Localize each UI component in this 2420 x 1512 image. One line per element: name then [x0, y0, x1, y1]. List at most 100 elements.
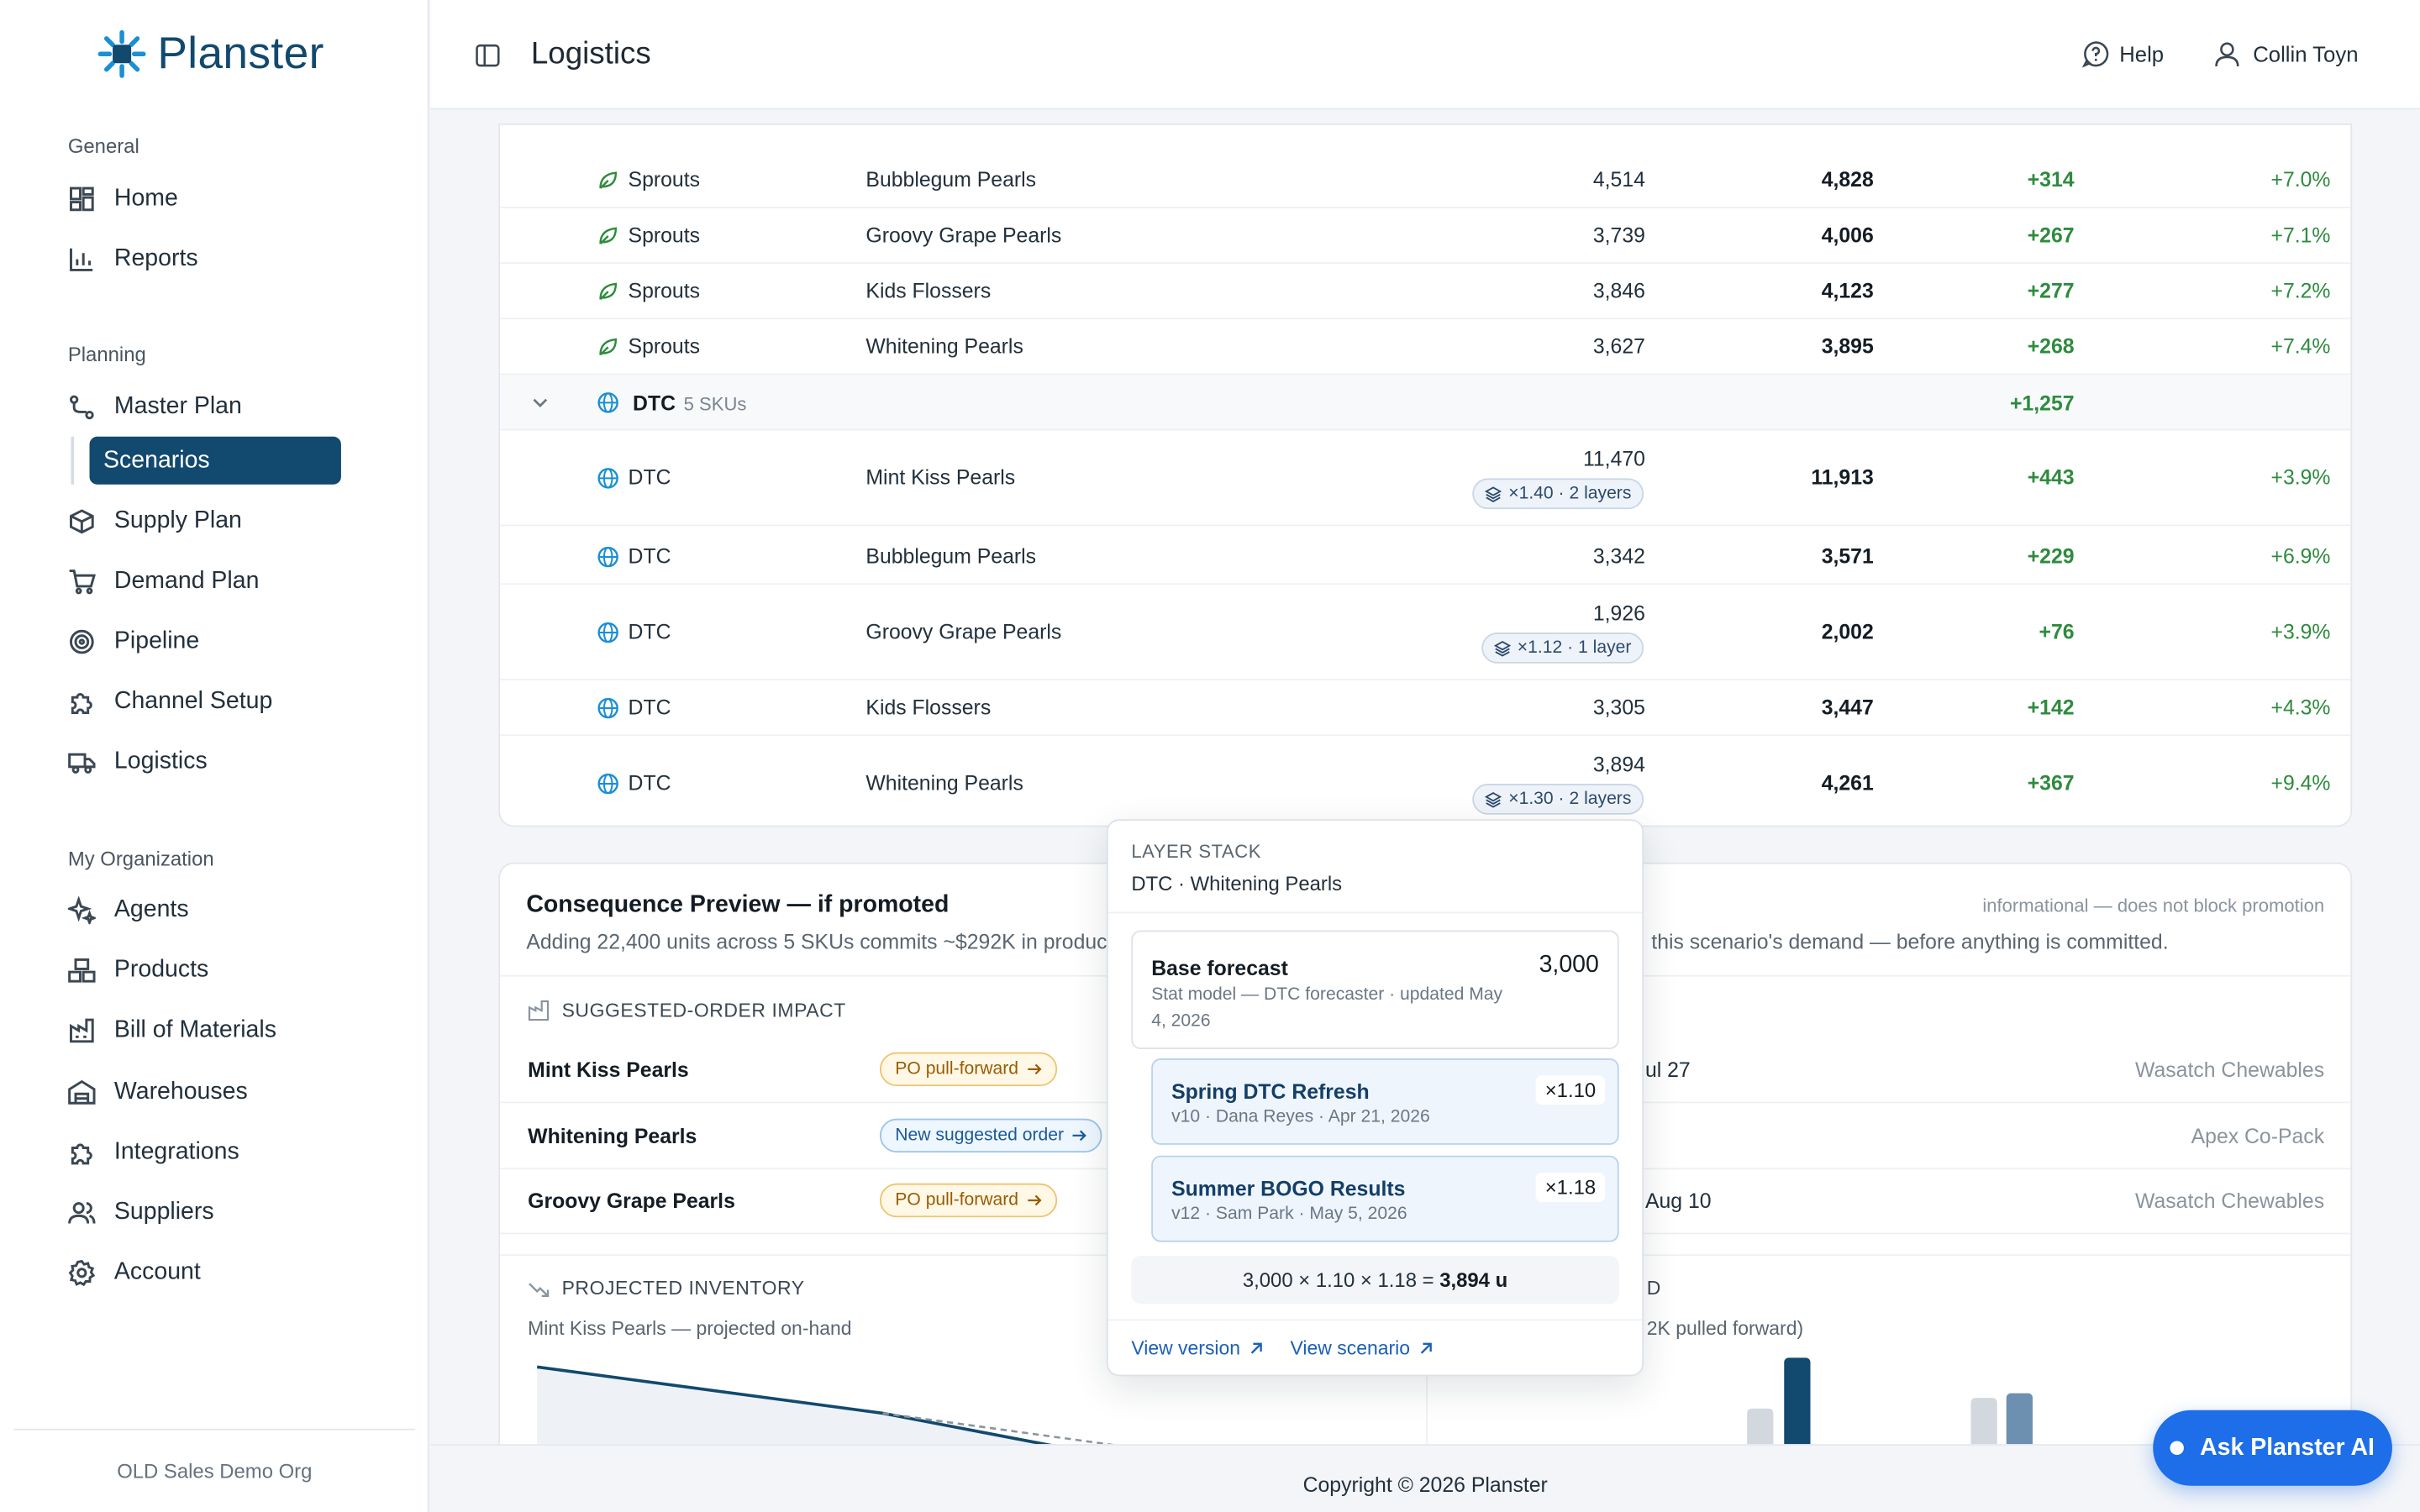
nav-bill-of-materials[interactable]: Bill of Materials: [68, 1007, 276, 1053]
impact-supplier: Apex Co-Pack: [2191, 1124, 2325, 1147]
row-sku: Whitening Pearls: [865, 334, 1023, 359]
row-channel: DTC: [628, 696, 671, 719]
user-menu[interactable]: Collin Toyn: [2212, 40, 2359, 68]
table-row[interactable]: DTC Kids Flossers 3,305 3,447 +142 +4.3%: [500, 680, 2351, 737]
impact-action-pill[interactable]: PO pull-forward: [879, 1183, 1057, 1218]
leaf-icon: [599, 227, 618, 245]
arrow-right-icon: [1028, 1194, 1042, 1206]
ask-ai-button[interactable]: Ask Planster AI: [2153, 1410, 2392, 1486]
row-scenario: 11,913: [1811, 465, 1874, 490]
layers-chip-label: ×1.40 · 2 layers: [1508, 484, 1632, 503]
top-header: Logistics Help Collin Toyn: [430, 0, 2420, 110]
sparkles-icon: [67, 896, 96, 925]
row-pct: +7.1%: [2270, 223, 2331, 247]
table-row[interactable]: DTC Whitening Pearls 3,894 ×1.30 · 2 layers…: [500, 736, 2350, 826]
nav-channel-setup[interactable]: Channel Setup: [68, 679, 272, 725]
row-base: 3,894: [1592, 753, 1645, 776]
nav-logistics[interactable]: Logistics: [68, 739, 208, 785]
chevron-down-icon[interactable]: [531, 395, 550, 410]
inventory-header: PROJECTED INVENTORY: [528, 1278, 804, 1299]
sidebar: Planster General Home Reports Planning M…: [0, 0, 429, 1512]
nav-home[interactable]: Home: [68, 176, 178, 222]
nav-scenarios[interactable]: Scenarios: [89, 436, 341, 485]
nav-supply-plan[interactable]: Supply Plan: [68, 498, 242, 544]
base-forecast-title: Base forecast: [1151, 956, 1288, 980]
impact-action-pill[interactable]: PO pull-forward: [879, 1052, 1057, 1087]
table-row[interactable]: DTC Groovy Grape Pearls 1,926 ×1.12 · 1 lay…: [500, 585, 2351, 680]
layer-title: Summer BOGO Results: [1171, 1177, 1406, 1200]
layers-chip[interactable]: ×1.12 · 1 layer: [1481, 633, 1644, 664]
consequence-desc: Adding 22,400 units across 5 SKUs commit…: [526, 930, 1141, 954]
layer-title: Spring DTC Refresh: [1171, 1079, 1370, 1104]
row-sku: Whitening Pearls: [865, 771, 1023, 795]
impact-action-pill[interactable]: New suggested order: [879, 1117, 1102, 1152]
impact-action-label: PO pull-forward: [895, 1190, 1019, 1210]
impact-action-label: New suggested order: [895, 1125, 1065, 1144]
row-scenario: 4,828: [1821, 168, 1874, 192]
row-channel: DTC: [628, 771, 671, 795]
nav-suppliers[interactable]: Suppliers: [68, 1189, 214, 1236]
view-scenario-link[interactable]: View scenario: [1291, 1337, 1434, 1359]
user-name: Collin Toyn: [2253, 41, 2359, 66]
base-forecast-box: Base forecast 3,000 Stat model — DTC for…: [1131, 930, 1619, 1049]
divider: [1107, 1319, 1643, 1321]
nav-agents[interactable]: Agents: [67, 887, 189, 933]
inventory-area: [537, 1367, 1060, 1447]
nav-account[interactable]: Account: [68, 1250, 201, 1296]
table-row[interactable]: Sprouts Kids Flossers 3,846 4,123 +277 +7.2%: [500, 264, 2351, 320]
impact-sku: Mint Kiss Pearls: [528, 1058, 689, 1082]
table-row[interactable]: Sprouts Whitening Pearls 3,627 3,895 +268 +7.…: [500, 319, 2351, 375]
formula-box: 3,000 × 1.10 × 1.18 = 3,894 u: [1131, 1256, 1619, 1305]
view-version-label: View version: [1131, 1337, 1241, 1360]
row-delta: +142: [2027, 696, 2075, 719]
users-icon: [68, 1202, 96, 1224]
row-scenario: 4,123: [1821, 279, 1874, 302]
layer-card[interactable]: Summer BOGO Results v12 · Sam Park · May…: [1151, 1155, 1619, 1242]
table-row[interactable]: DTC Bubblegum Pearls 3,342 3,571 +229 +6.9%: [500, 529, 2351, 585]
layer-card[interactable]: Spring DTC Refresh v10 · Dana Reyes · Ap…: [1151, 1058, 1619, 1145]
nav-reports[interactable]: Reports: [68, 236, 198, 282]
sidebar-toggle-icon[interactable]: [476, 43, 500, 67]
globe-icon: [597, 468, 618, 489]
popover-subtitle: DTC · Whitening Pearls: [1131, 871, 1343, 895]
warehouse-icon: [68, 1079, 96, 1105]
nav-warehouses[interactable]: Warehouses: [68, 1069, 248, 1116]
org-switcher[interactable]: OLD Sales Demo Org: [13, 1428, 416, 1512]
nav-integrations[interactable]: Integrations: [68, 1129, 239, 1175]
table-row[interactable]: DTC Mint Kiss Pearls 11,470 ×1.40 · 2 layer…: [500, 430, 2351, 527]
nav-home-label: Home: [113, 185, 178, 212]
truck-icon: [68, 753, 96, 774]
popover-label: LAYER STACK: [1131, 841, 1262, 863]
impact-date: ul 27: [1644, 1058, 1691, 1082]
bar-before-1: [1747, 1408, 1774, 1446]
layers-icon: [1485, 486, 1502, 502]
view-version-link[interactable]: View version: [1131, 1337, 1263, 1359]
layers-chip[interactable]: ×1.30 · 2 layers: [1472, 784, 1644, 815]
nav-master-plan[interactable]: Master Plan: [68, 384, 242, 430]
nav-pipeline[interactable]: Pipeline: [68, 619, 199, 665]
brand-logo[interactable]: Planster: [96, 28, 324, 80]
right-header-fragment: D: [1646, 1277, 1661, 1299]
impact-sku: Groovy Grape Pearls: [528, 1189, 735, 1213]
group-row-dtc[interactable]: DTC 5 SKUs +1,257: [500, 375, 2351, 431]
impact-supplier: Wasatch Chewables: [2135, 1058, 2325, 1082]
layer-meta: v10 · Dana Reyes · Apr 21, 2026: [1171, 1107, 1430, 1126]
row-sku: Kids Flossers: [865, 696, 992, 719]
nav-demand-plan[interactable]: Demand Plan: [68, 559, 259, 605]
bar-after-1: [1784, 1357, 1811, 1446]
row-sku: Groovy Grape Pearls: [865, 223, 1062, 247]
footer: Copyright © 2026 Planster: [430, 1444, 2420, 1512]
globe-icon: [597, 773, 618, 795]
row-channel: Sprouts: [628, 223, 701, 247]
help-button[interactable]: Help: [2082, 40, 2164, 68]
row-sku: Kids Flossers: [865, 279, 992, 302]
table-row[interactable]: Sprouts Groovy Grape Pearls 3,739 4,006 +267…: [500, 208, 2351, 265]
forecast-table: Sprouts Bubblegum Pearls 4,514 4,828 +314 +7.…: [498, 123, 2353, 827]
layers-chip[interactable]: ×1.40 · 2 layers: [1472, 478, 1644, 510]
row-base: 1,926: [1592, 601, 1645, 625]
view-scenario-label: View scenario: [1290, 1337, 1411, 1360]
nav-products[interactable]: Products: [68, 948, 208, 994]
row-base: 3,342: [1592, 544, 1645, 568]
table-row[interactable]: Sprouts Bubblegum Pearls 4,514 4,828 +314 +7.…: [500, 153, 2351, 208]
nav-pipeline-label: Pipeline: [113, 627, 200, 654]
